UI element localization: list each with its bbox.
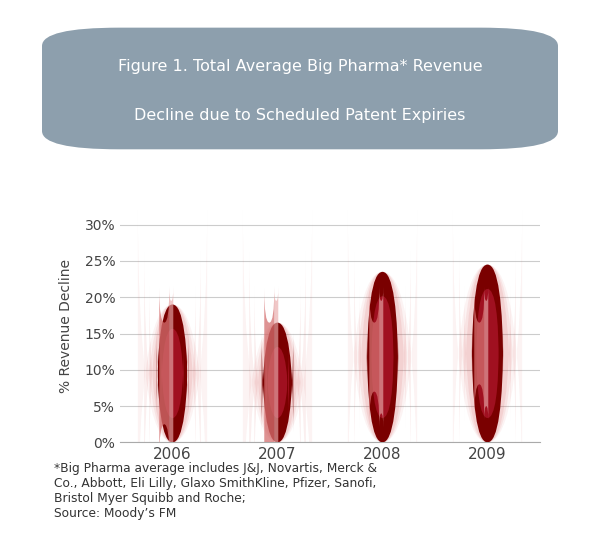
Text: Figure 1. Total Average Big Pharma* Revenue: Figure 1. Total Average Big Pharma* Reve… (118, 59, 482, 74)
FancyBboxPatch shape (379, 286, 383, 427)
FancyBboxPatch shape (474, 288, 484, 419)
FancyBboxPatch shape (262, 322, 293, 442)
FancyBboxPatch shape (274, 286, 278, 478)
FancyBboxPatch shape (476, 289, 499, 418)
FancyBboxPatch shape (369, 288, 379, 426)
FancyBboxPatch shape (249, 247, 306, 519)
FancyBboxPatch shape (348, 203, 417, 512)
FancyBboxPatch shape (484, 286, 488, 420)
FancyBboxPatch shape (149, 283, 196, 464)
FancyBboxPatch shape (367, 272, 398, 442)
FancyBboxPatch shape (42, 28, 558, 149)
FancyBboxPatch shape (359, 272, 406, 442)
FancyBboxPatch shape (371, 296, 394, 418)
FancyBboxPatch shape (266, 340, 289, 425)
Y-axis label: % Revenue Decline: % Revenue Decline (59, 259, 73, 393)
FancyBboxPatch shape (138, 203, 207, 544)
FancyBboxPatch shape (354, 247, 411, 468)
FancyBboxPatch shape (161, 329, 184, 418)
FancyBboxPatch shape (264, 288, 274, 477)
FancyBboxPatch shape (453, 203, 522, 504)
FancyBboxPatch shape (243, 203, 312, 553)
FancyBboxPatch shape (464, 264, 511, 442)
FancyBboxPatch shape (169, 286, 173, 460)
FancyBboxPatch shape (254, 283, 301, 482)
FancyBboxPatch shape (459, 247, 516, 461)
Text: *Big Pharma average includes J&J, Novartis, Merck &
Co., Abbott, Eli Lilly, Glax: *Big Pharma average includes J&J, Novart… (54, 462, 377, 520)
FancyBboxPatch shape (159, 288, 169, 459)
FancyBboxPatch shape (157, 305, 188, 442)
FancyBboxPatch shape (144, 247, 201, 500)
FancyBboxPatch shape (472, 264, 503, 442)
Text: Decline due to Scheduled Patent Expiries: Decline due to Scheduled Patent Expiries (134, 108, 466, 123)
